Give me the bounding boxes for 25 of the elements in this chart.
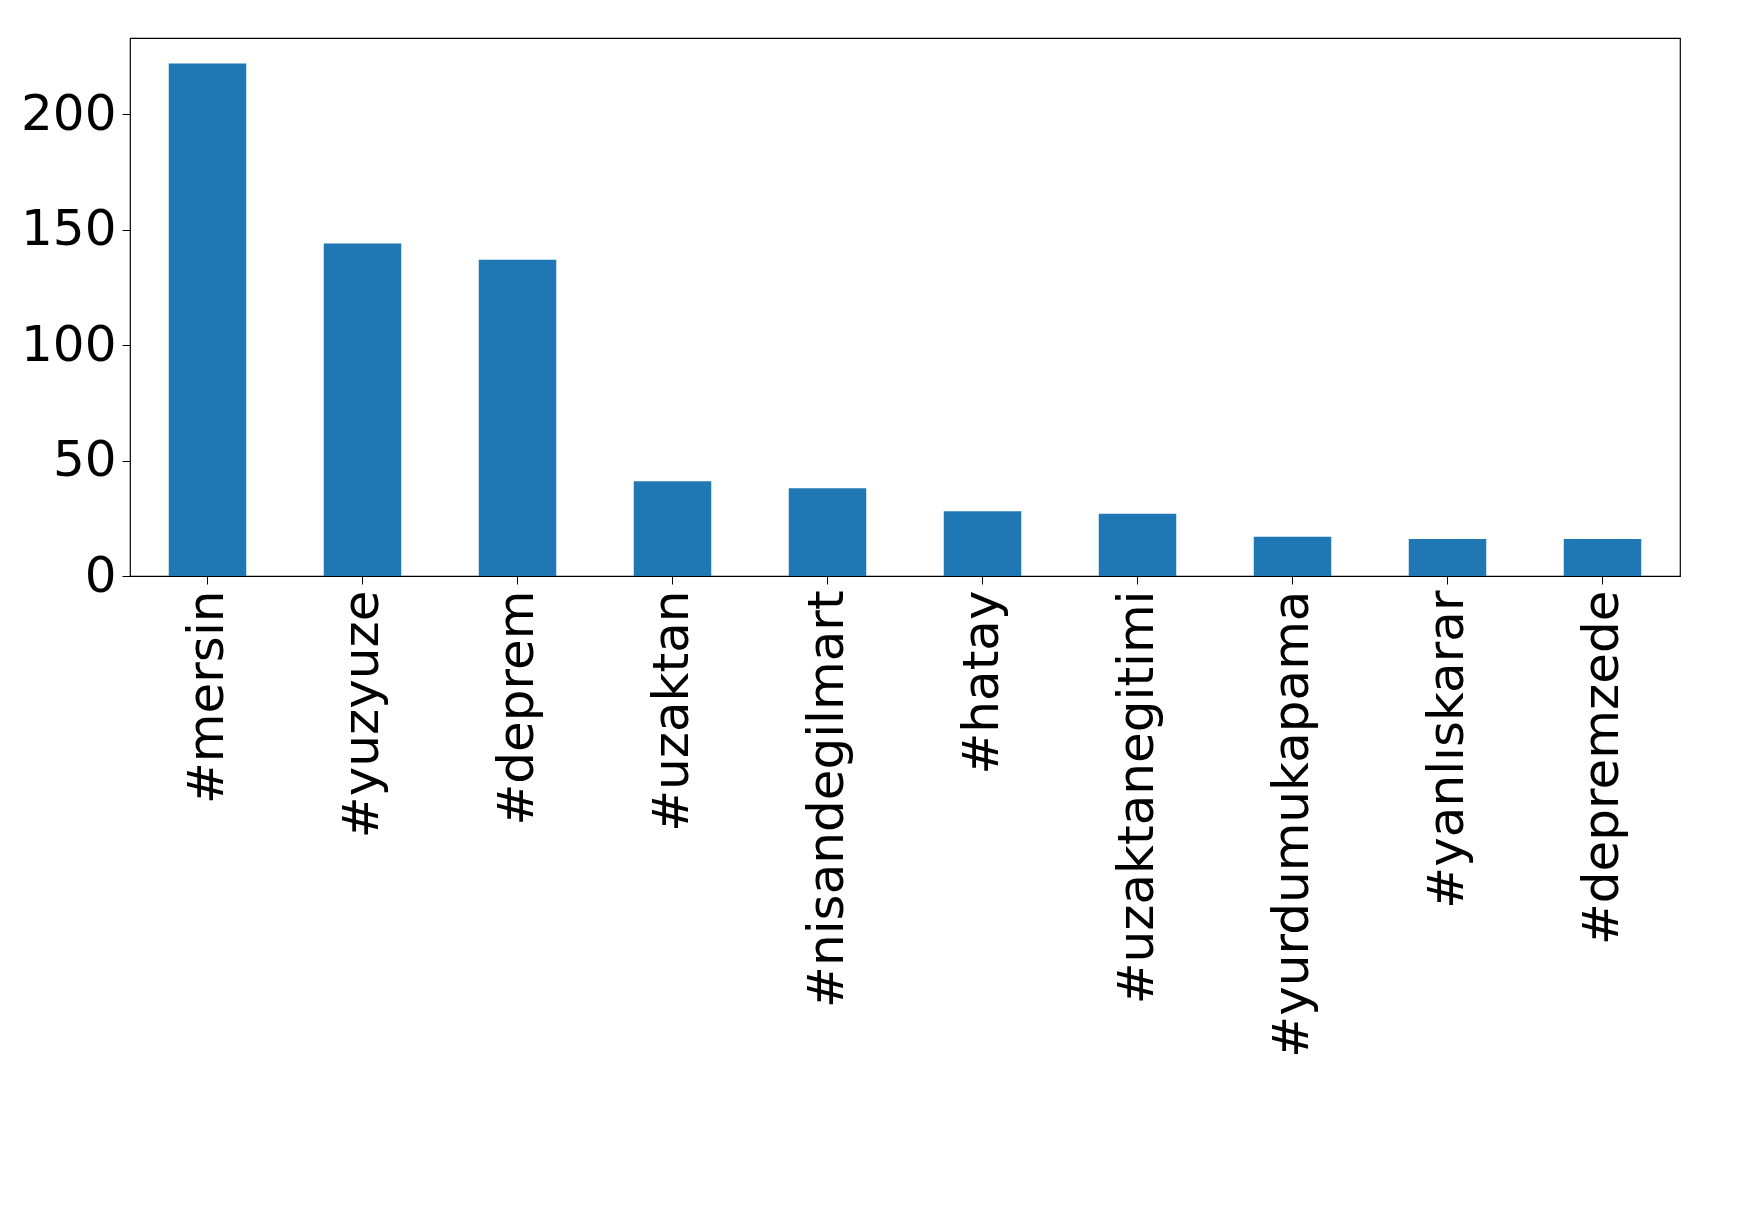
x-tick-label: #uzaktan bbox=[641, 590, 700, 832]
bar bbox=[1098, 513, 1177, 576]
x-tick-label: #yanlıskarar bbox=[1416, 590, 1475, 909]
y-tick-label: 100 bbox=[21, 314, 117, 373]
bar bbox=[478, 259, 557, 576]
bar bbox=[1253, 536, 1332, 576]
bar bbox=[168, 63, 247, 576]
x-tick-label: #mersin bbox=[176, 590, 235, 805]
y-tick-label: 0 bbox=[84, 545, 117, 604]
y-tick-label: 200 bbox=[21, 83, 117, 142]
y-tick-label: 150 bbox=[21, 199, 117, 258]
x-tick-label: #deprem bbox=[486, 590, 545, 826]
bar bbox=[1408, 539, 1487, 576]
x-tick-label: #yuzyuze bbox=[331, 590, 390, 839]
x-tick-label: #nisandegilmart bbox=[796, 590, 855, 1008]
bar bbox=[788, 488, 867, 576]
bar bbox=[633, 481, 712, 576]
bar bbox=[323, 243, 402, 576]
y-tick-label: 50 bbox=[52, 430, 117, 489]
x-tick-label: #depremzede bbox=[1571, 590, 1630, 946]
bar bbox=[1563, 539, 1642, 576]
x-tick-label: #uzaktanegitimi bbox=[1106, 590, 1165, 1005]
bar bbox=[943, 511, 1022, 576]
x-tick-label: #yurdumukapama bbox=[1261, 590, 1320, 1058]
x-tick-label: #hatay bbox=[951, 590, 1010, 775]
